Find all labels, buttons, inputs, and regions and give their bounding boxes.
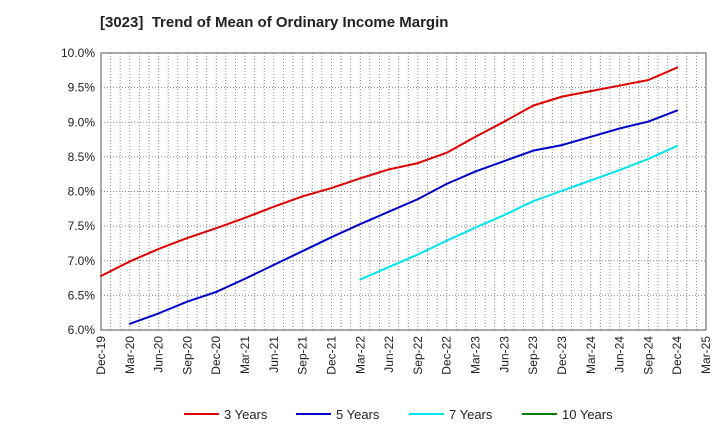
- x-tick-label: Sep-24: [641, 336, 655, 375]
- x-tick-label: Dec-21: [324, 336, 338, 375]
- x-tick-label: Mar-23: [469, 336, 483, 374]
- y-tick-label: 8.0%: [68, 185, 96, 199]
- series-layer: [100, 66, 679, 325]
- legend-label: 5 Years: [336, 407, 380, 422]
- series-line-3-years: [100, 66, 679, 277]
- x-tick-label: Mar-24: [584, 336, 598, 374]
- y-tick-label: 6.0%: [68, 323, 96, 337]
- x-tick-label: Sep-21: [296, 336, 310, 375]
- y-tick-label: 7.0%: [68, 254, 96, 268]
- x-tick-label: Mar-21: [238, 336, 252, 374]
- x-tick-label: Dec-19: [94, 336, 108, 375]
- chart-title: [3023] Trend of Mean of Ordinary Income …: [100, 14, 449, 31]
- series-line-7-years: [359, 144, 679, 281]
- x-tick-label: Dec-22: [440, 336, 454, 375]
- x-tick-label: Jun-23: [497, 336, 511, 373]
- x-tick-label: Jun-24: [613, 336, 627, 373]
- axis-layer: 6.0% 6.5% 7.0% 7.5% 8.0% 8.5% 9.0% 9.5% 10.0% Dec…: [61, 46, 713, 375]
- x-tick-label: Jun-20: [152, 336, 166, 373]
- y-tick-label: 10.0%: [61, 46, 95, 60]
- x-tick-label: Dec-24: [670, 336, 684, 375]
- x-tick-label: Mar-22: [353, 336, 367, 374]
- x-tick-label: Sep-23: [526, 336, 540, 375]
- legend-label: 10 Years: [562, 407, 613, 422]
- x-tick-label: Mar-25: [699, 336, 713, 374]
- x-tick-label: Sep-20: [180, 336, 194, 375]
- y-tick-label: 9.5%: [68, 81, 96, 95]
- x-tick-label: Dec-20: [209, 336, 223, 375]
- grid-layer: [101, 53, 706, 330]
- y-tick-label: 6.5%: [68, 288, 96, 302]
- legend-label: 3 Years: [224, 407, 268, 422]
- legend: 3 Years 5 Years 7 Years 10 Years: [184, 407, 613, 422]
- x-tick-label: Jun-22: [382, 336, 396, 373]
- y-tick-label: 8.5%: [68, 150, 96, 164]
- y-tick-label: 7.5%: [68, 219, 96, 233]
- plot-frame: [100, 52, 707, 331]
- x-tick-label: Mar-20: [123, 336, 137, 374]
- series-line-5-years: [128, 109, 679, 325]
- y-tick-label: 9.0%: [68, 115, 96, 129]
- x-tick-label: Jun-21: [267, 336, 281, 373]
- x-tick-label: Sep-22: [411, 336, 425, 375]
- legend-label: 7 Years: [449, 407, 493, 422]
- x-tick-label: Dec-23: [555, 336, 569, 375]
